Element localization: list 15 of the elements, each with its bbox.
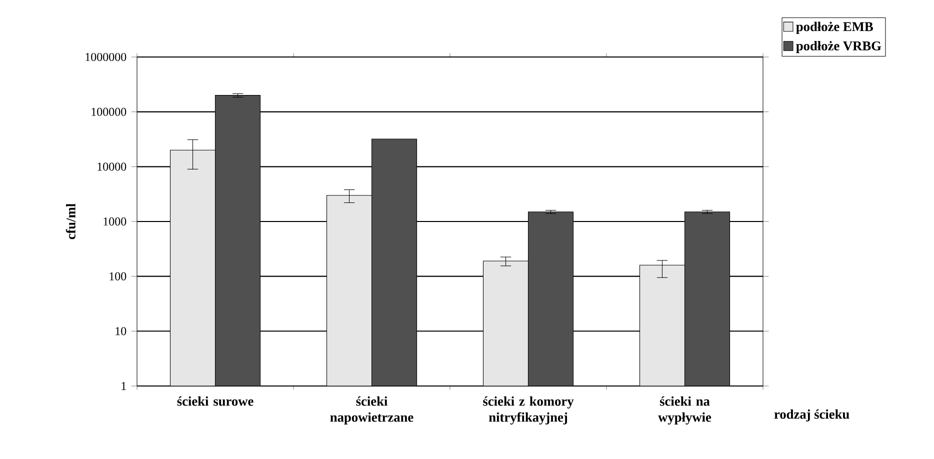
x-tick-label: ścieki surowe xyxy=(177,396,254,406)
y-tick-label: 100 xyxy=(110,272,126,280)
y-tick-label: 1000 xyxy=(104,217,126,226)
y-tick-label: 1 xyxy=(122,382,126,390)
x-tick-label: ścieki napowietrzane xyxy=(330,396,414,424)
y-axis-title: cfu/ml xyxy=(66,204,76,240)
y-tick-label: 10000 xyxy=(98,162,126,171)
y-tick-label: 10 xyxy=(116,327,126,336)
x-axis-title: rodzaj ścieku xyxy=(774,409,850,422)
x-tick-label: ścieki na wypływie xyxy=(658,396,712,425)
legend-label: podłoże VRBG xyxy=(796,41,882,54)
legend-label: podłoże EMB xyxy=(796,22,873,34)
y-tick-label: 100000 xyxy=(92,108,126,116)
y-tick-label: 1000000 xyxy=(86,52,126,62)
x-tick-label: ścieki z komory nitryfikayjnej xyxy=(483,396,574,425)
